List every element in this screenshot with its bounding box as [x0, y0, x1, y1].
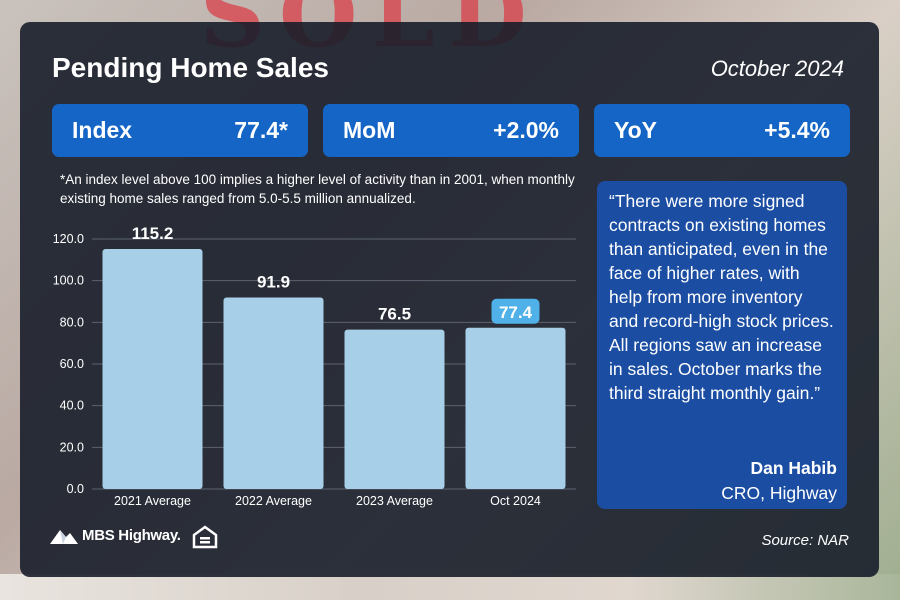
quote-box: “There were more signed contracts on exi…	[597, 181, 847, 509]
stat-index-value: 77.4*	[234, 117, 288, 143]
y-tick-label: 100.0	[53, 274, 84, 288]
mbs-highway-logo: MBS Highway.	[50, 527, 181, 544]
y-tick-label: 120.0	[53, 232, 84, 246]
bar	[344, 329, 445, 489]
y-tick-label: 0.0	[67, 482, 84, 496]
logo-text: MBS Highway.	[82, 527, 181, 544]
source-citation: Source: NAR	[761, 532, 849, 549]
x-tick-label: 2022 Average	[235, 494, 312, 508]
stat-yoy-value: +5.4%	[764, 117, 830, 143]
stat-mom-label: MoM	[343, 117, 396, 143]
bar	[102, 249, 203, 489]
background-stripe	[0, 574, 900, 600]
report-date: October 2024	[710, 56, 844, 81]
pending-sales-bar-chart: 0.0 20.0 40.0 60.0 80.0 100.0 120.0 115.2 2021 A…	[53, 224, 576, 508]
stat-index-label: Index	[72, 117, 133, 143]
data-label: 77.4	[499, 303, 533, 322]
x-tick-label: Oct 2024	[490, 494, 541, 508]
stat-index: Index 77.4*	[52, 104, 308, 157]
x-tick-label: 2021 Average	[114, 494, 191, 508]
data-label: 115.2	[132, 224, 174, 243]
quote-author-name: Dan Habib	[750, 458, 837, 478]
y-tick-label: 60.0	[60, 357, 84, 371]
quote-author-role: CRO, Highway	[721, 483, 837, 503]
data-label: 91.9	[257, 273, 290, 292]
y-tick-label: 80.0	[60, 315, 84, 329]
y-tick-label: 40.0	[60, 399, 84, 413]
x-tick-label: 2023 Average	[356, 494, 433, 508]
data-label: 76.5	[378, 305, 411, 324]
stat-mom: MoM +2.0%	[323, 104, 579, 157]
quote-text: “There were more signed contracts on exi…	[609, 191, 834, 403]
page-title: Pending Home Sales	[52, 52, 329, 83]
quote-author-block: Dan Habib CRO, Highway	[721, 456, 837, 506]
mountain-logo-icon	[50, 529, 78, 544]
infographic-card: Pending Home Sales October 2024 Index 77…	[20, 22, 879, 577]
stat-yoy: YoY +5.4%	[594, 104, 850, 157]
equal-housing-icon	[192, 525, 218, 549]
bar	[223, 297, 324, 489]
highlight-label-badge	[491, 298, 540, 324]
stat-mom-value: +2.0%	[493, 117, 559, 143]
y-tick-label: 20.0	[60, 440, 84, 454]
stat-yoy-label: YoY	[614, 117, 658, 143]
index-footnote: *An index level above 100 implies a high…	[60, 172, 575, 206]
bar	[465, 327, 566, 489]
